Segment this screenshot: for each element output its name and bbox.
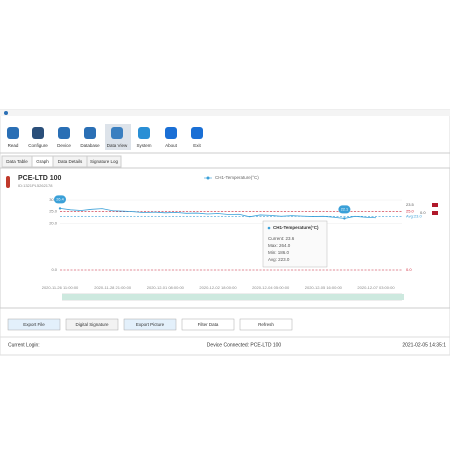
chart-panel bbox=[0, 167, 450, 309]
tool-icon[interactable] bbox=[7, 127, 19, 139]
pin-label: 22.1 bbox=[341, 207, 348, 211]
pin-bubble bbox=[338, 205, 351, 214]
thermo-icon bbox=[6, 176, 10, 188]
tool-label[interactable]: Exit bbox=[193, 143, 201, 148]
tool-label[interactable]: Database bbox=[80, 143, 100, 148]
limit-label: Avg:23.0 bbox=[406, 213, 422, 218]
y-tick-label: 30.0 bbox=[49, 197, 58, 202]
button[interactable] bbox=[7, 318, 61, 331]
lower-mark: 0.0 bbox=[420, 210, 426, 215]
x-tick-label: 2020-12-01 08:00:00 bbox=[147, 285, 185, 290]
tab-label[interactable]: Data Details bbox=[58, 159, 83, 164]
tool-icon[interactable] bbox=[191, 127, 203, 139]
x-tick-label: 2020-12-05 16:00:00 bbox=[305, 285, 343, 290]
status-login: Current Login: bbox=[8, 342, 40, 348]
pin-label: 26.4 bbox=[56, 197, 63, 201]
button[interactable] bbox=[239, 318, 293, 331]
x-tick-label: 2020-12-02 18:00:00 bbox=[199, 285, 237, 290]
series-line bbox=[59, 208, 377, 219]
button[interactable] bbox=[181, 318, 235, 331]
pin-bubble bbox=[54, 195, 66, 204]
y-tick-label: 25.0 bbox=[49, 209, 58, 214]
x-tick-label: 2020-11-26 11:00:00 bbox=[42, 285, 79, 290]
tab-label[interactable]: Signature Log bbox=[90, 159, 119, 164]
alarm-flag bbox=[432, 211, 438, 215]
tool-label[interactable]: Configure bbox=[28, 143, 48, 148]
y-tick-label: 0.0 bbox=[51, 267, 57, 272]
tooltip-line: Current: 23.6 bbox=[268, 236, 295, 241]
tool-icon[interactable] bbox=[165, 127, 177, 139]
title-bar bbox=[0, 110, 450, 116]
tool-icon[interactable] bbox=[138, 127, 150, 139]
current-label: 23.5 bbox=[406, 202, 415, 207]
tooltip bbox=[262, 220, 328, 268]
tool-icon[interactable] bbox=[58, 127, 70, 139]
button-label[interactable]: Filter Data bbox=[198, 322, 219, 327]
tool-icon[interactable] bbox=[32, 127, 44, 139]
button[interactable] bbox=[123, 318, 177, 331]
x-tick-label: 2020-12-04 05:00:00 bbox=[252, 285, 290, 290]
status-time: 2021-02-05 14:35:1 bbox=[402, 342, 446, 348]
tooltip-dot bbox=[267, 226, 271, 230]
tool-label[interactable]: System bbox=[136, 143, 151, 148]
tool-label[interactable]: About bbox=[165, 143, 178, 148]
button-label[interactable]: Export Picture bbox=[136, 322, 165, 327]
limit-label: 0.0 bbox=[406, 267, 412, 272]
chart-title: PCE-LTD 100 bbox=[18, 175, 62, 182]
tool-icon[interactable] bbox=[84, 127, 96, 139]
chart-subtitle: ID:1321PL5262178 bbox=[18, 183, 53, 188]
button-label[interactable]: Digital Signature bbox=[75, 322, 109, 327]
tool-icon[interactable] bbox=[111, 127, 123, 139]
tool-label[interactable]: Device bbox=[57, 143, 71, 148]
x-tick-label: 2020-12-07 03:00:00 bbox=[357, 285, 395, 290]
tooltip-line: Max: 264.0 bbox=[268, 243, 291, 248]
scroll-thumb[interactable] bbox=[62, 294, 404, 300]
tooltip-line: Avg: 223.0 bbox=[268, 257, 290, 262]
tab[interactable] bbox=[86, 155, 122, 168]
alarm-flag bbox=[432, 203, 438, 207]
button-label[interactable]: Export File bbox=[23, 322, 45, 327]
pin-dot bbox=[343, 217, 346, 220]
status-device: Device Connected: PCE-LTD 100 bbox=[207, 342, 282, 348]
tab-label[interactable]: Graph bbox=[36, 159, 49, 164]
tab-label[interactable]: Data Table bbox=[6, 159, 28, 164]
tooltip-line: Min: 186.0 bbox=[268, 250, 290, 255]
limit-label: 25.0 bbox=[406, 209, 415, 214]
tool-label[interactable]: Read bbox=[8, 143, 19, 148]
button-label[interactable]: Refresh bbox=[258, 322, 274, 327]
x-tick-label: 2020-11-28 21:00:00 bbox=[94, 285, 132, 290]
legend-label: CH1-Temperature(°C) bbox=[215, 175, 259, 180]
tooltip-title: CH1-Temperature(°C) bbox=[273, 225, 319, 230]
app-icon bbox=[4, 111, 8, 115]
button[interactable] bbox=[65, 318, 119, 331]
y-tick-label: 20.0 bbox=[49, 220, 58, 225]
pin-dot bbox=[58, 207, 62, 210]
tool-label[interactable]: Data View bbox=[107, 143, 128, 148]
